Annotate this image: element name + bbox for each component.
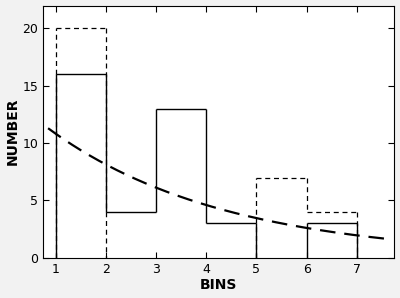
Y-axis label: NUMBER: NUMBER (6, 98, 20, 165)
X-axis label: BINS: BINS (200, 278, 238, 292)
